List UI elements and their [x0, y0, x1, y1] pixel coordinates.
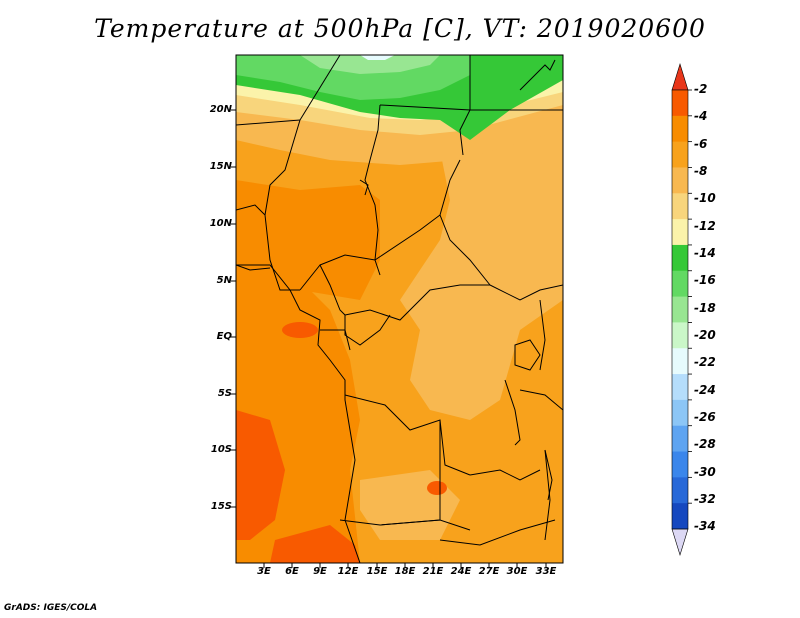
colorbar-label: -10	[694, 191, 716, 205]
colorbar-label: -32	[694, 492, 716, 506]
lat-label-15n: 15N	[209, 161, 232, 172]
colorbar-label: -14	[694, 246, 716, 260]
credit-text: GrADS: IGES/COLA	[4, 603, 98, 613]
colorbar-frame	[671, 89, 689, 530]
border-mozambique	[439, 519, 556, 546]
lon-label-21e: 21E	[422, 566, 444, 577]
lat-label-10n: 10N	[209, 218, 232, 229]
colorbar-segment	[672, 90, 688, 117]
colorbar-segment	[672, 296, 688, 323]
border-drc-north	[344, 284, 490, 321]
border-zambia-east	[469, 469, 541, 481]
border-chad-niger	[264, 119, 301, 216]
colorbar-label: -34	[694, 519, 716, 533]
colorbar-segment	[672, 270, 688, 298]
colorbar-under-arrow	[671, 528, 689, 557]
colorbar-segment	[672, 219, 688, 246]
colorbar-over-arrow	[671, 62, 689, 91]
border-libya-chad	[299, 55, 341, 121]
field-band-20	[360, 55, 395, 60]
border-congo	[344, 314, 391, 346]
lake-malawi	[544, 449, 553, 501]
colorbar-segment	[672, 374, 688, 401]
axis-ticks	[231, 109, 547, 568]
border-tanzania	[519, 389, 563, 411]
map-frame	[235, 54, 564, 564]
border-car	[319, 214, 491, 286]
lake-chad	[359, 179, 369, 196]
colorbar-segment	[672, 425, 688, 453]
colorbar-label: -8	[694, 164, 708, 178]
colorbar-segment	[672, 348, 688, 375]
lat-label-10s: 10S	[210, 444, 232, 455]
lat-label-5n: 5N	[216, 275, 232, 286]
field-band-2-s	[270, 525, 360, 563]
colorbar-segment	[672, 322, 688, 349]
coastline-west	[236, 264, 361, 563]
border-southsudan-east	[489, 284, 563, 301]
colorbar-label: -22	[694, 355, 716, 369]
field-band-4-east	[236, 180, 380, 300]
field-band-18	[300, 55, 440, 74]
lon-label-18e: 18E	[394, 566, 416, 577]
colorbar-segment	[672, 141, 688, 168]
lon-label-15e: 15E	[366, 566, 388, 577]
border-malawi	[544, 449, 551, 541]
lon-label-33e: 33E	[535, 566, 557, 577]
colorbar-label: -12	[694, 219, 716, 233]
colorbar-label: -16	[694, 273, 716, 287]
colorbar-label: -24	[694, 383, 716, 397]
lon-label-3e: 3E	[257, 566, 271, 577]
colorbar-segment	[672, 244, 688, 272]
lat-label-eq: EQ	[216, 331, 232, 342]
lon-label-24e: 24E	[450, 566, 472, 577]
field-band-2-spot	[427, 481, 447, 495]
field-band-2-sw	[236, 410, 285, 540]
lat-label-20n: 20N	[209, 104, 232, 115]
colorbar-label: -20	[694, 328, 716, 342]
lon-label-30e: 30E	[506, 566, 528, 577]
border-sudan-south	[439, 159, 461, 216]
colorbar-segment	[672, 193, 688, 220]
colorbar-label: -4	[694, 109, 708, 123]
colorbar-label: -28	[694, 437, 716, 451]
border-cameroon	[299, 264, 346, 316]
political-borders	[236, 55, 563, 563]
colorbar-segment	[672, 167, 688, 194]
colorbar-segment	[672, 115, 688, 143]
border-drc-angola	[344, 394, 471, 476]
colorbar-label: -30	[694, 465, 716, 479]
lon-label-27e: 27E	[478, 566, 500, 577]
map-title: Temperature at 500hPa [C], VT: 201902060…	[94, 14, 706, 43]
red-sea-coast	[519, 59, 556, 91]
border-niger-libya	[236, 119, 301, 126]
lake-victoria	[514, 339, 541, 371]
colorbar-segment	[672, 451, 688, 478]
border-chad-sudan	[364, 104, 381, 276]
lat-label-5s: 5S	[217, 388, 232, 399]
colorbar-segment	[672, 399, 688, 427]
border-namibia	[339, 519, 471, 531]
lake-tanganyika	[504, 379, 521, 446]
border-gabon	[320, 329, 351, 351]
border-libya-sudan	[379, 104, 471, 156]
colorbar-segment	[672, 477, 688, 504]
colorbar	[671, 62, 692, 557]
border-uganda-kenya	[539, 299, 546, 371]
colorbar-label: -26	[694, 410, 716, 424]
coastline-niger-delta	[236, 264, 271, 271]
colorbar-segment	[672, 503, 688, 530]
lon-label-12e: 12E	[337, 566, 359, 577]
lon-label-6e: 6E	[285, 566, 299, 577]
temperature-field	[236, 55, 563, 563]
colorbar-label: -6	[694, 137, 708, 151]
lat-label-15s: 15S	[210, 501, 232, 512]
colorbar-label: -2	[694, 82, 708, 96]
colorbar-label: -18	[694, 301, 716, 315]
field-band-2-gulf	[282, 322, 318, 338]
lon-label-9e: 9E	[313, 566, 327, 577]
border-nigeria	[236, 204, 300, 291]
